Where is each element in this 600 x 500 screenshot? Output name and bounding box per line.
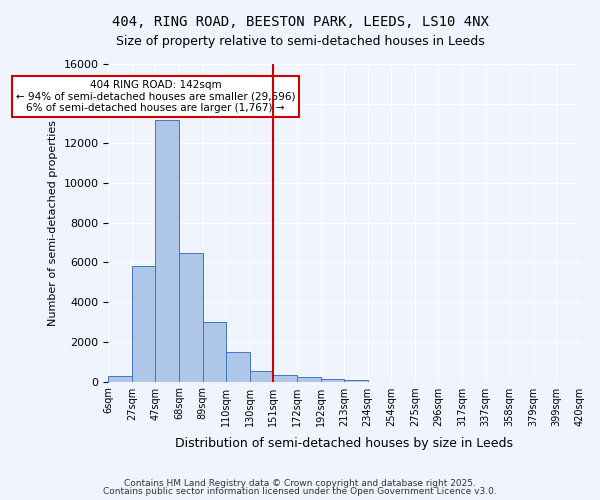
Bar xyxy=(250,370,274,382)
Y-axis label: Number of semi-detached properties: Number of semi-detached properties xyxy=(48,120,58,326)
Bar xyxy=(155,120,179,382)
Text: 404, RING ROAD, BEESTON PARK, LEEDS, LS10 4NX: 404, RING ROAD, BEESTON PARK, LEEDS, LS1… xyxy=(112,15,488,29)
Bar xyxy=(226,352,250,382)
Bar xyxy=(132,266,155,382)
Bar xyxy=(320,379,344,382)
Text: 404 RING ROAD: 142sqm
← 94% of semi-detached houses are smaller (29,596)
6% of s: 404 RING ROAD: 142sqm ← 94% of semi-deta… xyxy=(16,80,295,113)
Bar xyxy=(179,252,203,382)
Bar xyxy=(108,376,132,382)
Text: Contains public sector information licensed under the Open Government Licence v3: Contains public sector information licen… xyxy=(103,487,497,496)
Bar xyxy=(297,377,320,382)
Bar xyxy=(274,374,297,382)
Bar xyxy=(203,322,226,382)
Bar xyxy=(344,380,368,382)
X-axis label: Distribution of semi-detached houses by size in Leeds: Distribution of semi-detached houses by … xyxy=(175,437,513,450)
Text: Contains HM Land Registry data © Crown copyright and database right 2025.: Contains HM Land Registry data © Crown c… xyxy=(124,478,476,488)
Text: Size of property relative to semi-detached houses in Leeds: Size of property relative to semi-detach… xyxy=(116,35,484,48)
